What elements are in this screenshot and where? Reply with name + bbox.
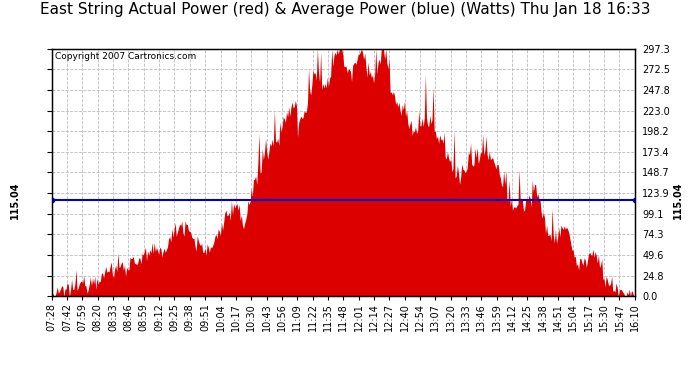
Text: 115.04: 115.04 [10, 182, 20, 219]
Text: East String Actual Power (red) & Average Power (blue) (Watts) Thu Jan 18 16:33: East String Actual Power (red) & Average… [40, 2, 650, 17]
Text: Copyright 2007 Cartronics.com: Copyright 2007 Cartronics.com [55, 53, 196, 62]
Text: 115.04: 115.04 [673, 182, 682, 219]
